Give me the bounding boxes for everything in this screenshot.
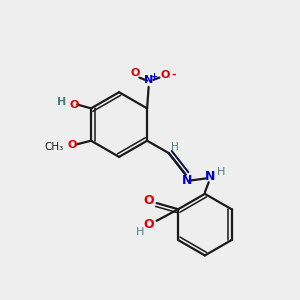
- Text: H: H: [57, 97, 67, 107]
- Text: N: N: [144, 75, 153, 85]
- Text: O: O: [144, 194, 154, 207]
- Text: N: N: [182, 174, 192, 187]
- Text: -: -: [171, 70, 175, 80]
- Text: O: O: [161, 70, 170, 80]
- Text: H: H: [217, 167, 225, 177]
- Text: CH₃: CH₃: [44, 142, 64, 152]
- Text: O: O: [144, 218, 154, 231]
- Text: H: H: [136, 226, 144, 237]
- Text: O: O: [130, 68, 140, 78]
- Text: O: O: [67, 140, 76, 150]
- Text: O: O: [70, 100, 79, 110]
- Text: +: +: [151, 71, 158, 80]
- Text: N: N: [205, 170, 215, 183]
- Text: H: H: [171, 142, 179, 152]
